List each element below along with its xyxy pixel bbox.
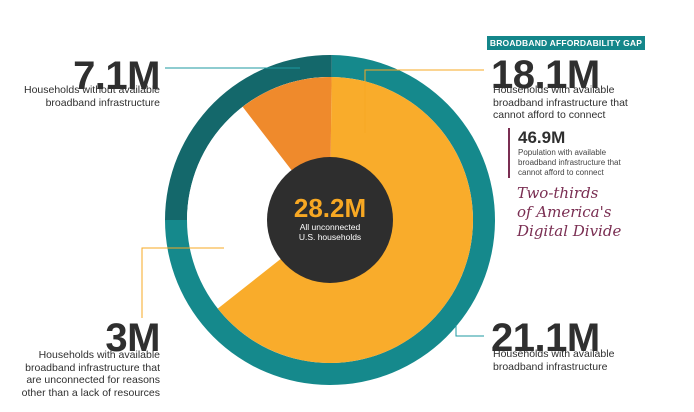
outer-ring-without-infrastructure (165, 55, 332, 221)
leader-18.1m (364, 69, 484, 133)
callout-18.1m-desc: Households with available broadband infr… (493, 84, 628, 121)
center-total-value: 28.2M (293, 193, 367, 223)
leader-21.1m (455, 325, 484, 337)
callout-21.1m-value: 21.1M (491, 316, 600, 360)
badge-broadband-affordability-gap: BROADBAND AFFORDABILITY GAP (487, 36, 645, 50)
callout-18.1m-value: 18.1M (491, 53, 600, 97)
callout-21.1m-desc: Households with available broadband infr… (493, 348, 615, 373)
callout-3m-value: 3M (105, 316, 160, 360)
population-accent-bar (508, 128, 510, 178)
leader-3m (141, 247, 224, 318)
population-value: 46.9M (518, 128, 566, 147)
callout-7.1m-value: 7.1M (73, 54, 160, 98)
center-disc (267, 157, 393, 283)
callout-3m-desc: Households with available broadband infr… (21, 349, 160, 399)
population-desc: Population with available broadband infr… (518, 148, 621, 177)
tagline-two-thirds: Two-thirds of America's Digital Divide (517, 184, 622, 240)
callout-7.1m-desc: Households without available broadband i… (23, 84, 160, 109)
center-total-label: All unconnected U.S. households (298, 222, 362, 242)
